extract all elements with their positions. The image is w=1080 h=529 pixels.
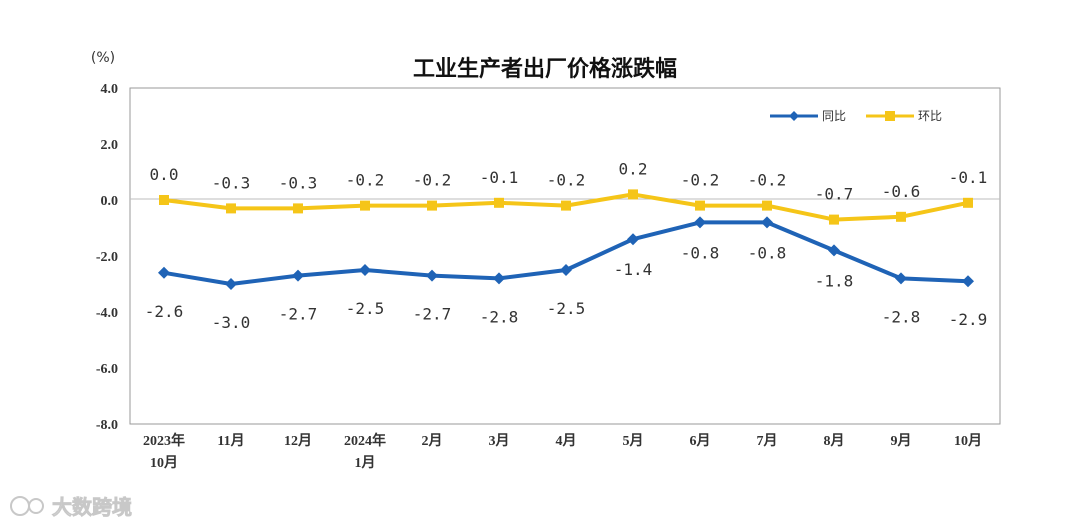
data-point-yoy	[225, 278, 237, 290]
data-point-yoy	[359, 264, 371, 276]
legend-marker-yoy	[789, 111, 799, 121]
data-label-mom: -0.2	[346, 171, 385, 190]
data-label-yoy: -1.4	[614, 260, 653, 279]
x-tick-label: 7月	[757, 433, 778, 449]
data-point-mom	[829, 214, 839, 225]
x-tick-label: 1月	[355, 455, 376, 471]
legend-label-mom: 环比	[918, 109, 942, 123]
x-tick-label: 2023年	[143, 432, 185, 449]
plot-area-frame	[129, 87, 1001, 425]
x-tick-label: 10月	[954, 433, 982, 449]
data-point-mom	[226, 203, 236, 214]
data-point-yoy	[426, 269, 438, 282]
data-label-yoy: -3.0	[212, 313, 251, 332]
data-label-mom: -0.7	[815, 185, 854, 204]
watermark-logo-icon	[10, 496, 30, 516]
x-tick-label: 4月	[556, 433, 577, 449]
data-label-yoy: -2.7	[413, 305, 452, 324]
legend-label-yoy: 同比	[822, 109, 846, 123]
x-tick-label: 2月	[422, 433, 443, 449]
data-point-mom	[762, 200, 772, 211]
y-axis: 4.0 2.0 0.0 -2.0 -4.0 -6.0 -8.0	[96, 82, 118, 433]
y-tick-label: 2.0	[101, 138, 119, 153]
data-label-mom: -0.6	[882, 182, 921, 201]
data-point-yoy	[761, 216, 773, 229]
data-label-mom: -0.2	[413, 171, 452, 190]
data-label-yoy: -2.8	[882, 307, 921, 326]
data-label-mom: 0.0	[150, 165, 179, 184]
data-label-yoy: -2.6	[145, 302, 184, 321]
data-point-mom	[628, 189, 638, 200]
y-tick-label: 4.0	[101, 82, 119, 97]
data-point-yoy	[493, 272, 505, 285]
data-point-mom	[695, 200, 705, 211]
x-tick-label: 12月	[284, 433, 312, 449]
data-point-mom	[896, 211, 906, 222]
data-label-mom: -0.1	[949, 168, 988, 187]
data-label-yoy: -2.5	[346, 299, 385, 318]
data-point-yoy	[560, 264, 572, 276]
data-point-yoy	[962, 275, 974, 288]
data-label-mom: 0.2	[619, 159, 648, 178]
data-label-mom: -0.2	[681, 171, 720, 190]
x-tick-label: 5月	[623, 433, 644, 449]
data-point-yoy	[694, 216, 706, 229]
legend-marker-mom	[885, 111, 895, 121]
y-tick-label: -8.0	[96, 418, 118, 433]
data-point-mom	[293, 203, 303, 214]
data-label-mom: -0.3	[212, 173, 251, 192]
x-tick-label: 11月	[217, 433, 244, 449]
y-tick-label: -4.0	[96, 306, 118, 321]
watermark: 大数跨境	[10, 495, 132, 519]
x-tick-label: 3月	[489, 433, 510, 449]
chart-title: 工业生产者出厂价格涨跌幅	[413, 56, 677, 82]
data-label-yoy: -2.8	[480, 307, 519, 326]
y-tick-label: 0.0	[101, 194, 119, 209]
data-label-mom: -0.1	[480, 168, 519, 187]
data-labels: -2.6 -3.0 -2.7 -2.5 -2.7 -2.8 -2.5 -1.4 -0.8 -0.8…	[145, 159, 988, 332]
data-point-mom	[561, 200, 571, 211]
data-label-yoy: -0.8	[681, 243, 720, 262]
data-label-yoy: -1.8	[815, 271, 854, 290]
data-label-yoy: -2.5	[547, 299, 586, 318]
x-tick-label: 8月	[824, 433, 845, 449]
data-label-yoy: -2.9	[949, 310, 988, 329]
y-tick-label: -6.0	[96, 362, 118, 377]
series-layer	[158, 189, 974, 290]
data-point-yoy	[627, 233, 639, 246]
data-point-mom	[159, 195, 169, 205]
data-point-yoy	[895, 272, 907, 285]
x-tick-label: 2024年	[344, 432, 386, 449]
data-point-yoy	[828, 244, 840, 257]
data-label-mom: -0.3	[279, 173, 318, 192]
data-label-yoy: -0.8	[748, 243, 787, 262]
data-point-mom	[427, 200, 437, 211]
data-point-mom	[963, 197, 973, 208]
data-point-yoy	[292, 269, 304, 282]
data-label-yoy: -2.7	[279, 305, 318, 324]
x-axis: 2023年 10月 11月 12月 2024年 1月 2月 3月 4月 5月 6月 7月 8月 9月 10月	[143, 432, 982, 471]
data-point-mom	[360, 200, 370, 211]
legend: 同比 环比	[770, 109, 942, 123]
x-tick-label: 10月	[150, 455, 178, 471]
watermark-logo-icon-2	[28, 498, 44, 514]
data-label-mom: -0.2	[547, 171, 586, 190]
data-point-mom	[494, 197, 504, 208]
data-label-mom: -0.2	[748, 171, 787, 190]
data-point-yoy	[158, 266, 170, 279]
y-axis-unit: (%)	[91, 50, 115, 66]
watermark-text: 大数跨境	[52, 495, 132, 519]
y-tick-label: -2.0	[96, 250, 118, 265]
x-tick-label: 9月	[891, 433, 912, 449]
x-tick-label: 6月	[690, 433, 711, 449]
